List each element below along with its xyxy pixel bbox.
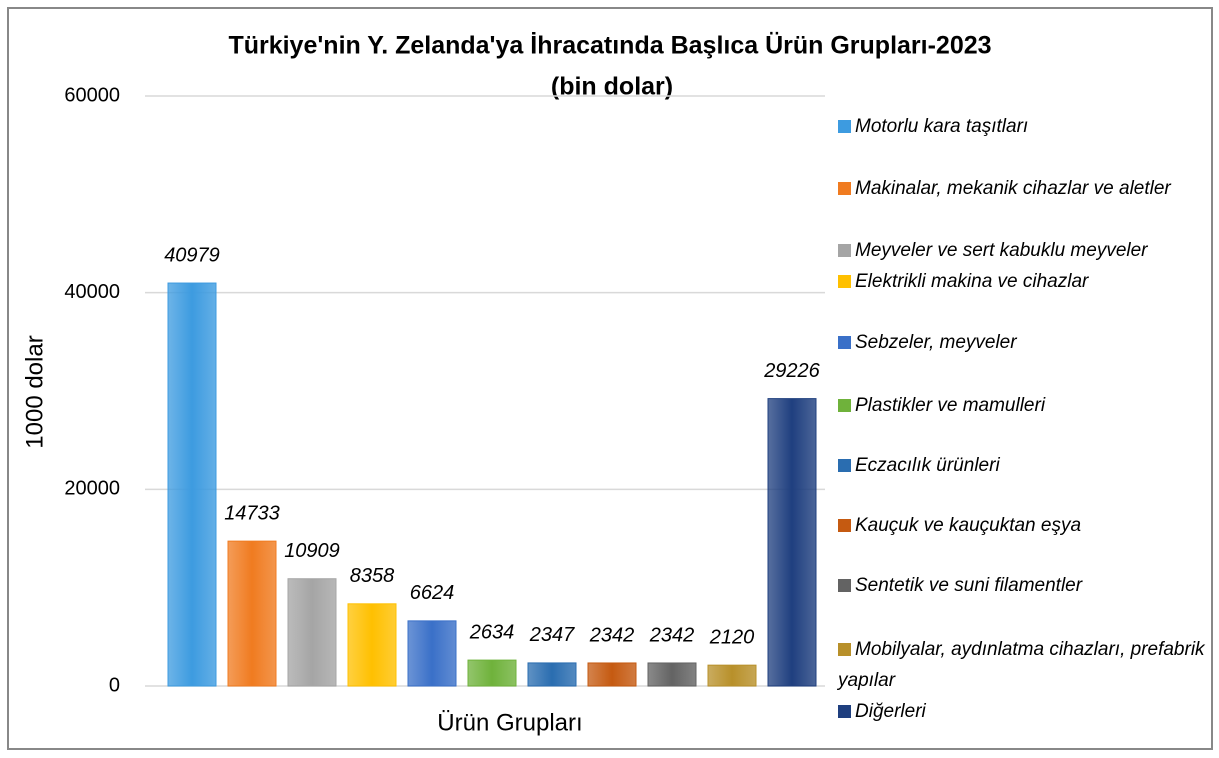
- value-label: 2634: [469, 621, 515, 643]
- legend-item: Kauçuk ve kauçuktan eşya: [838, 510, 1210, 541]
- legend-item: Elektrikli makina ve cihazlar: [838, 266, 1210, 297]
- bar: [527, 662, 577, 687]
- legend-label: Kauçuk ve kauçuktan eşya: [855, 515, 1082, 536]
- legend-label: Motorlu kara taşıtları: [855, 116, 1029, 137]
- legend-label: Meyveler ve sert kabuklu meyveler: [855, 240, 1148, 261]
- legend-label: Eczacılık ürünleri: [855, 455, 1000, 476]
- legend-label: Sebzeler, meyveler: [855, 332, 1017, 353]
- legend-label: Mobilyalar, aydınlatma cihazları, prefab…: [838, 639, 1205, 691]
- legend-label: Diğerleri: [855, 701, 926, 722]
- legend-swatch: [838, 275, 851, 288]
- bar: [407, 620, 457, 687]
- legend-label: Sentetik ve suni filamentler: [855, 575, 1083, 596]
- bar: [347, 603, 397, 687]
- value-label: 2342: [649, 624, 695, 646]
- legend-item: Plastikler ve mamulleri: [838, 390, 1210, 421]
- y-tick-label: 0: [109, 674, 120, 696]
- legend-item: Motorlu kara taşıtları: [838, 111, 1210, 142]
- legend-swatch: [838, 705, 851, 718]
- value-label: 29226: [763, 360, 820, 382]
- value-label: 2120: [709, 626, 755, 648]
- legend-swatch: [838, 579, 851, 592]
- bar: [167, 282, 217, 687]
- bar: [767, 398, 817, 687]
- legend-item: Sentetik ve suni filamentler: [838, 570, 1210, 601]
- legend-item: Mobilyalar, aydınlatma cihazları, prefab…: [838, 634, 1210, 696]
- legend-swatch: [838, 120, 851, 133]
- bar: [287, 578, 337, 687]
- value-label: 40979: [164, 244, 220, 266]
- legend-swatch: [838, 643, 851, 656]
- legend-item: Meyveler ve sert kabuklu meyveler: [838, 235, 1210, 266]
- value-label: 2342: [589, 624, 635, 646]
- legend-item: Eczacılık ürünleri: [838, 450, 1210, 481]
- value-label: 6624: [410, 582, 455, 604]
- bar: [467, 659, 517, 687]
- value-label: 10909: [284, 540, 340, 562]
- x-axis-label: Ürün Grupları: [437, 709, 582, 736]
- legend-swatch: [838, 519, 851, 532]
- y-tick-label: 40000: [64, 281, 120, 303]
- legend-swatch: [838, 459, 851, 472]
- legend-item: Sebzeler, meyveler: [838, 327, 1210, 358]
- bar: [707, 664, 757, 687]
- bar: [647, 662, 697, 687]
- y-tick-label: 60000: [64, 84, 120, 106]
- legend-swatch: [838, 244, 851, 257]
- legend-swatch: [838, 336, 851, 349]
- legend-label: Elektrikli makina ve cihazlar: [855, 271, 1089, 292]
- value-label: 14733: [224, 502, 280, 524]
- chart-title: Türkiye'nin Y. Zelanda'ya İhracatında Ba…: [228, 31, 991, 60]
- legend-label: Plastikler ve mamulleri: [855, 395, 1046, 416]
- bar: [227, 540, 277, 687]
- legend-swatch: [838, 182, 851, 195]
- bar: [587, 662, 637, 687]
- legend-label: Makinalar, mekanik cihazlar ve aletler: [855, 178, 1171, 199]
- value-label: 8358: [350, 565, 395, 587]
- legend-swatch: [838, 399, 851, 412]
- y-axis-label: 1000 dolar: [21, 335, 48, 448]
- legend-item: Makinalar, mekanik cihazlar ve aletler: [838, 173, 1210, 204]
- value-label: 2347: [529, 624, 575, 646]
- legend-item: Diğerleri: [838, 696, 1210, 727]
- y-tick-label: 20000: [64, 478, 120, 500]
